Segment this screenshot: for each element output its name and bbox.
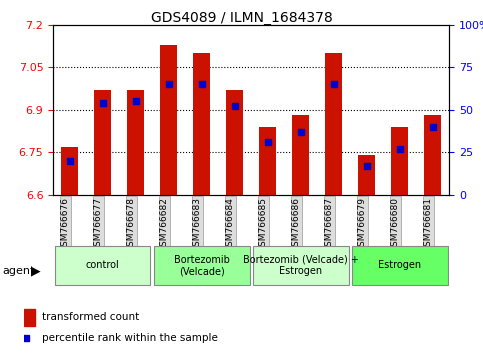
Bar bbox=[193, 53, 210, 195]
Bar bbox=[227, 90, 243, 195]
Text: GSM766683: GSM766683 bbox=[193, 197, 202, 252]
Bar bbox=[259, 127, 276, 195]
Text: percentile rank within the sample: percentile rank within the sample bbox=[42, 333, 217, 343]
Text: GSM766686: GSM766686 bbox=[292, 197, 300, 252]
Text: ▶: ▶ bbox=[31, 264, 41, 277]
Bar bbox=[61, 147, 78, 195]
Bar bbox=[24, 309, 35, 326]
FancyBboxPatch shape bbox=[352, 246, 448, 285]
Text: GSM766678: GSM766678 bbox=[127, 197, 136, 252]
Text: control: control bbox=[86, 261, 119, 270]
Bar bbox=[94, 90, 111, 195]
Text: Bortezomib (Velcade) +
Estrogen: Bortezomib (Velcade) + Estrogen bbox=[243, 255, 358, 276]
Text: transformed count: transformed count bbox=[42, 312, 139, 322]
FancyBboxPatch shape bbox=[55, 246, 151, 285]
FancyBboxPatch shape bbox=[253, 246, 349, 285]
Bar bbox=[128, 90, 144, 195]
Text: GSM766687: GSM766687 bbox=[325, 197, 334, 252]
Text: Estrogen: Estrogen bbox=[378, 261, 421, 270]
Text: GSM766681: GSM766681 bbox=[424, 197, 433, 252]
Bar bbox=[292, 115, 309, 195]
Bar bbox=[391, 127, 408, 195]
Bar bbox=[358, 155, 375, 195]
FancyBboxPatch shape bbox=[154, 246, 250, 285]
Text: Bortezomib
(Velcade): Bortezomib (Velcade) bbox=[174, 255, 229, 276]
Text: GSM766680: GSM766680 bbox=[391, 197, 399, 252]
Text: GSM766682: GSM766682 bbox=[160, 197, 169, 252]
Bar bbox=[326, 53, 342, 195]
Text: GSM766679: GSM766679 bbox=[358, 197, 367, 252]
Text: GSM766684: GSM766684 bbox=[226, 197, 235, 252]
Bar bbox=[425, 115, 441, 195]
Text: GDS4089 / ILMN_1684378: GDS4089 / ILMN_1684378 bbox=[151, 11, 332, 25]
Bar bbox=[160, 45, 177, 195]
Text: GSM766677: GSM766677 bbox=[94, 197, 102, 252]
Text: GSM766685: GSM766685 bbox=[259, 197, 268, 252]
Text: agent: agent bbox=[2, 266, 35, 276]
Text: GSM766676: GSM766676 bbox=[61, 197, 70, 252]
